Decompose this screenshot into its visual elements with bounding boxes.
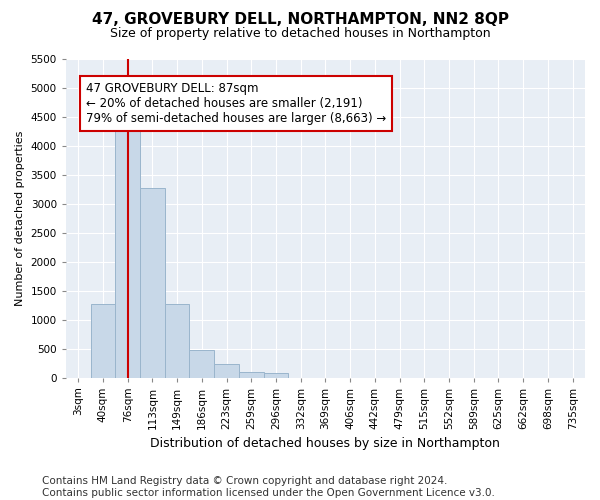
Bar	[91, 304, 115, 378]
X-axis label: Distribution of detached houses by size in Northampton: Distribution of detached houses by size …	[151, 437, 500, 450]
Bar	[263, 373, 289, 378]
Text: Size of property relative to detached houses in Northampton: Size of property relative to detached ho…	[110, 28, 490, 40]
Bar	[140, 188, 165, 378]
Bar	[190, 350, 214, 378]
Bar	[214, 364, 239, 378]
Bar	[239, 372, 263, 378]
Y-axis label: Number of detached properties: Number of detached properties	[15, 130, 25, 306]
Text: 47, GROVEBURY DELL, NORTHAMPTON, NN2 8QP: 47, GROVEBURY DELL, NORTHAMPTON, NN2 8QP	[91, 12, 509, 28]
Bar	[165, 304, 190, 378]
Text: Contains HM Land Registry data © Crown copyright and database right 2024.
Contai: Contains HM Land Registry data © Crown c…	[42, 476, 495, 498]
Bar	[115, 126, 140, 378]
Text: 47 GROVEBURY DELL: 87sqm
← 20% of detached houses are smaller (2,191)
79% of sem: 47 GROVEBURY DELL: 87sqm ← 20% of detach…	[86, 82, 386, 125]
